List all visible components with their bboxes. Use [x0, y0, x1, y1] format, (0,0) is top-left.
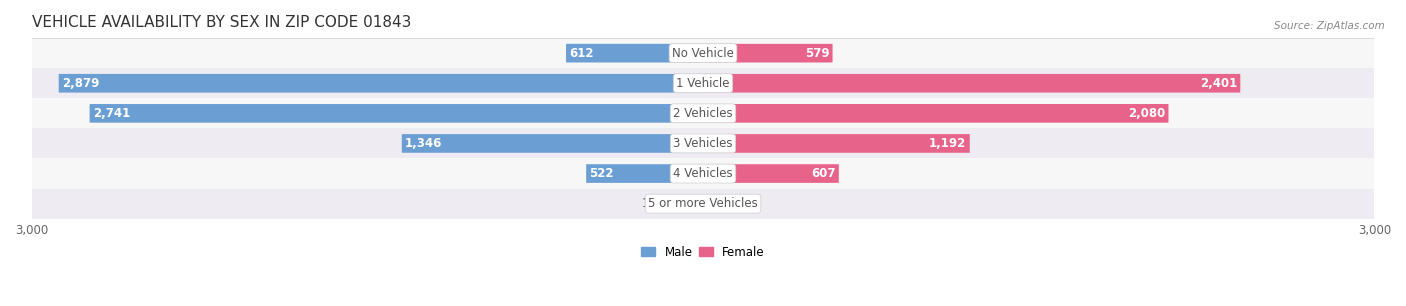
- Text: 156: 156: [641, 197, 664, 210]
- Text: 579: 579: [804, 47, 830, 60]
- Text: 1 Vehicle: 1 Vehicle: [676, 77, 730, 90]
- FancyBboxPatch shape: [668, 194, 703, 213]
- Text: VEHICLE AVAILABILITY BY SEX IN ZIP CODE 01843: VEHICLE AVAILABILITY BY SEX IN ZIP CODE …: [31, 15, 411, 30]
- FancyBboxPatch shape: [703, 164, 839, 183]
- FancyBboxPatch shape: [586, 164, 703, 183]
- Text: No Vehicle: No Vehicle: [672, 47, 734, 60]
- FancyBboxPatch shape: [59, 74, 703, 93]
- Text: 2,879: 2,879: [62, 77, 100, 90]
- FancyBboxPatch shape: [703, 104, 1168, 123]
- Text: 2,401: 2,401: [1199, 77, 1237, 90]
- Bar: [31, 38, 1375, 68]
- FancyBboxPatch shape: [90, 104, 703, 123]
- Text: 612: 612: [569, 47, 593, 60]
- Text: 1,192: 1,192: [929, 137, 966, 150]
- FancyBboxPatch shape: [703, 134, 970, 153]
- FancyBboxPatch shape: [703, 194, 725, 213]
- Bar: [31, 98, 1375, 129]
- Text: 2 Vehicles: 2 Vehicles: [673, 107, 733, 120]
- Bar: [31, 129, 1375, 159]
- Bar: [31, 68, 1375, 98]
- FancyBboxPatch shape: [703, 44, 832, 62]
- Text: Source: ZipAtlas.com: Source: ZipAtlas.com: [1274, 21, 1385, 32]
- Text: 2,080: 2,080: [1128, 107, 1166, 120]
- Bar: [31, 188, 1375, 219]
- Text: 5 or more Vehicles: 5 or more Vehicles: [648, 197, 758, 210]
- Text: 522: 522: [589, 167, 614, 180]
- Text: 4 Vehicles: 4 Vehicles: [673, 167, 733, 180]
- Text: 607: 607: [811, 167, 835, 180]
- Text: 3 Vehicles: 3 Vehicles: [673, 137, 733, 150]
- Text: 98: 98: [730, 197, 744, 210]
- FancyBboxPatch shape: [402, 134, 703, 153]
- Text: 2,741: 2,741: [93, 107, 131, 120]
- FancyBboxPatch shape: [703, 74, 1240, 93]
- FancyBboxPatch shape: [567, 44, 703, 62]
- Text: 1,346: 1,346: [405, 137, 443, 150]
- Legend: Male, Female: Male, Female: [637, 241, 769, 263]
- Bar: [31, 159, 1375, 188]
